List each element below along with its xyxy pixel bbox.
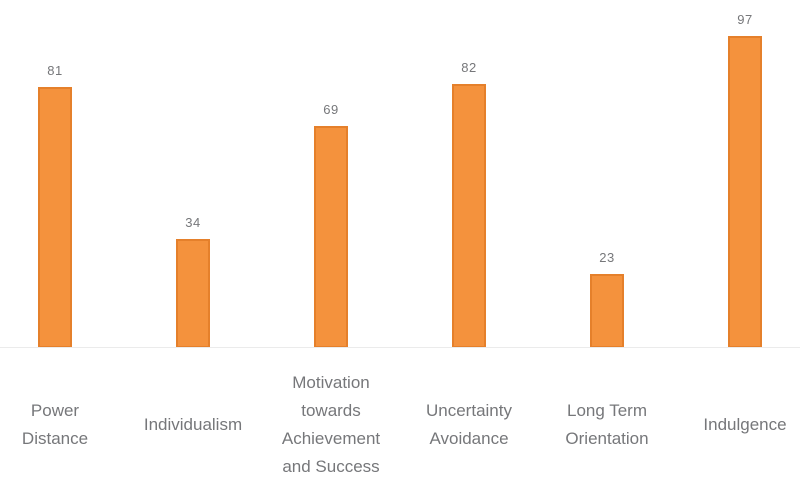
x-axis-label: Uncertainty Avoidance (400, 397, 538, 453)
bar-column: 82 (400, 0, 538, 348)
bar-value-label: 81 (47, 63, 63, 78)
x-axis-label-line: Indulgence (703, 414, 787, 434)
bar-column: 34 (124, 0, 262, 348)
bar (452, 84, 486, 348)
bar-column: 97 (676, 0, 800, 348)
x-axis-label: Long Term Orientation (538, 397, 676, 453)
x-axis-label-line: Long Term (566, 400, 647, 420)
x-axis-label-line: Power (30, 400, 80, 420)
bar (590, 274, 624, 348)
bar-value-label: 34 (185, 215, 201, 230)
x-axis-label-area: Power Distance Individualism Motivation towa… (0, 348, 800, 491)
x-axis-label-line: Motivation (292, 372, 370, 392)
bar-columns: 81 34 69 82 23 97 (0, 0, 800, 348)
x-axis-label: Motivation towards Achievement and Success (262, 369, 400, 481)
bar-column: 23 (538, 0, 676, 348)
x-axis-labels: Power Distance Individualism Motivation towa… (0, 358, 800, 491)
bar (176, 239, 210, 348)
bar (728, 36, 762, 348)
bar-column: 69 (262, 0, 400, 348)
x-axis-label-line: and Success (282, 456, 380, 476)
x-axis-label: Indulgence (676, 411, 800, 439)
bar-value-label: 23 (599, 250, 615, 265)
plot-area: 81 34 69 82 23 97 (0, 0, 800, 348)
x-axis-label-line: Distance (21, 428, 89, 448)
bar-value-label: 82 (461, 60, 477, 75)
bar-value-label: 97 (737, 12, 753, 27)
bar (314, 126, 348, 348)
bar (38, 87, 72, 348)
x-axis-label: Power Distance (0, 397, 124, 453)
x-axis-label-line: Uncertainty (426, 400, 512, 420)
x-axis-label-line: Orientation (565, 428, 649, 448)
x-axis-label-line: Achievement (281, 428, 381, 448)
bar-value-label: 69 (323, 102, 339, 117)
x-axis-label-line: Individualism (143, 414, 243, 434)
x-axis-line (0, 347, 800, 348)
x-axis-label-line: towards (301, 400, 361, 420)
x-axis-label-line: Avoidance (429, 428, 509, 448)
bar-column: 81 (0, 0, 124, 348)
x-axis-label: Individualism (124, 411, 262, 439)
